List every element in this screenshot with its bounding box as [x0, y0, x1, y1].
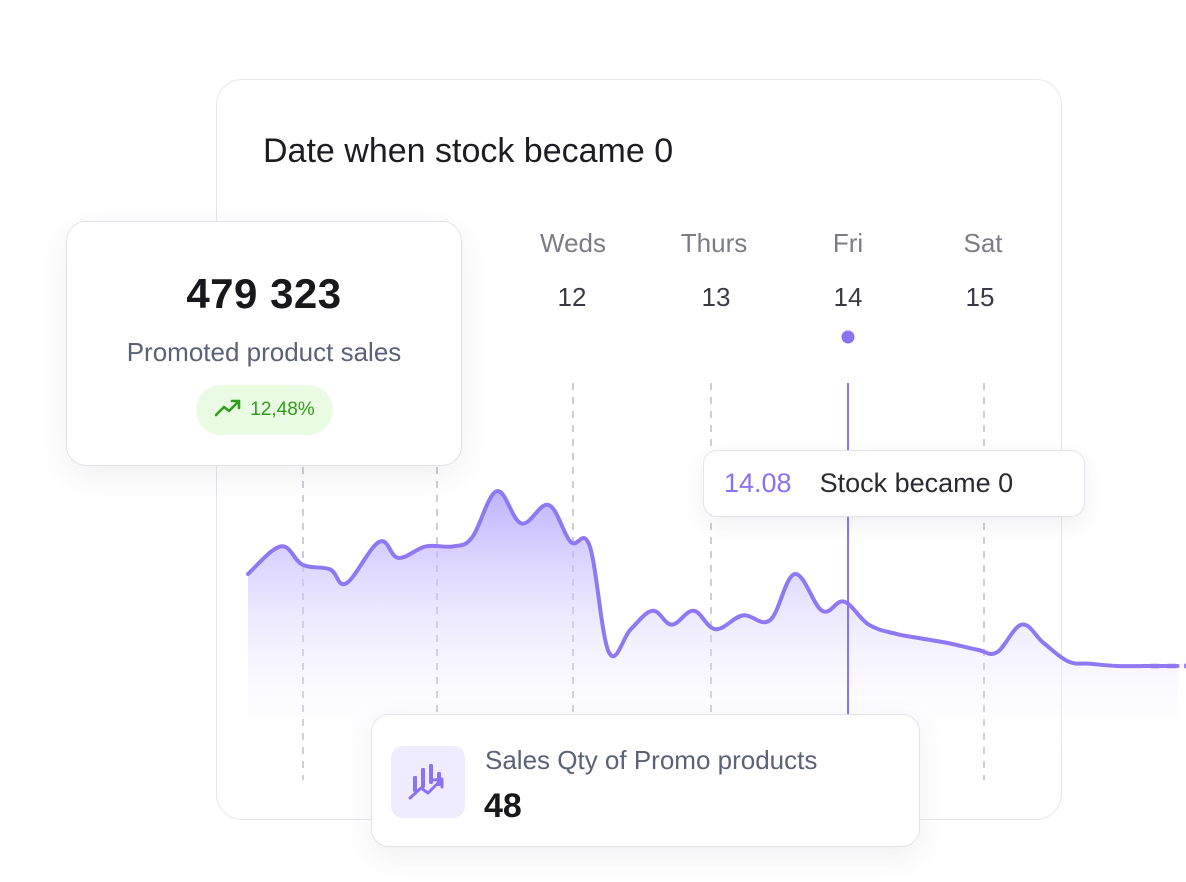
chart-trend-icon — [391, 746, 465, 818]
trend-badge: 12,48% — [196, 385, 333, 435]
day-name-label: Weds — [540, 228, 606, 258]
day-name-label: Thurs — [681, 228, 747, 258]
sales-qty-card: Sales Qty of Promo products 48 — [371, 714, 920, 847]
tooltip-label: Stock became 0 — [819, 468, 1014, 498]
day-number-label: 12 — [558, 282, 587, 312]
stock-zero-tooltip: 14.08 Stock became 0 — [703, 450, 1085, 517]
day-name-label: Sat — [963, 228, 1003, 258]
day-number-label: 13 — [702, 282, 731, 312]
promoted-sales-card: 479 323 Promoted product sales 12,48% — [66, 221, 462, 466]
chart-title: Date when stock became 0 — [263, 132, 674, 170]
series-area — [248, 491, 1178, 760]
trending-up-icon — [214, 398, 242, 423]
sales-qty-label: Sales Qty of Promo products — [485, 745, 818, 775]
promoted-sales-label: Promoted product sales — [126, 337, 402, 367]
promoted-sales-value: 479 323 — [186, 270, 342, 317]
series-line — [246, 489, 1180, 669]
sales-qty-value: 48 — [484, 787, 522, 825]
trend-percent: 12,48% — [250, 399, 315, 420]
day-name-label: Fri — [833, 228, 863, 258]
tooltip-date: 14.08 — [724, 468, 792, 498]
day-number-label: 14 — [834, 282, 863, 312]
day-number-label: 15 — [966, 282, 995, 312]
highlight-dot — [841, 330, 855, 344]
